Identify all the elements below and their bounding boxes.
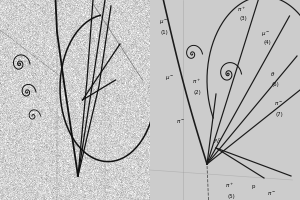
Text: $\mu^-$: $\mu^-$ (159, 18, 168, 27)
Text: $\pi^+$: $\pi^+$ (225, 181, 234, 190)
Text: (4): (4) (264, 40, 272, 45)
Text: $\mu^-$: $\mu^-$ (165, 74, 174, 83)
Text: (5): (5) (228, 194, 236, 199)
Text: $\pi^+$: $\pi^+$ (237, 5, 246, 14)
Text: (6): (6) (272, 82, 279, 87)
Text: p: p (252, 184, 256, 189)
Text: $\mu^-$: $\mu^-$ (261, 30, 270, 39)
Text: $\theta$: $\theta$ (270, 70, 275, 78)
Text: $\pi^+$: $\pi^+$ (192, 77, 201, 86)
Text: (3): (3) (240, 16, 248, 21)
Text: $\pi^-$: $\pi^-$ (267, 190, 276, 198)
Text: $\pi^-$: $\pi^-$ (176, 118, 184, 126)
Text: (1): (1) (160, 30, 168, 35)
Text: $\Lambda^0$: $\Lambda^0$ (213, 137, 222, 146)
Text: (2): (2) (194, 90, 201, 95)
Text: (7): (7) (276, 112, 284, 117)
Text: $\pi^-$: $\pi^-$ (274, 100, 284, 108)
